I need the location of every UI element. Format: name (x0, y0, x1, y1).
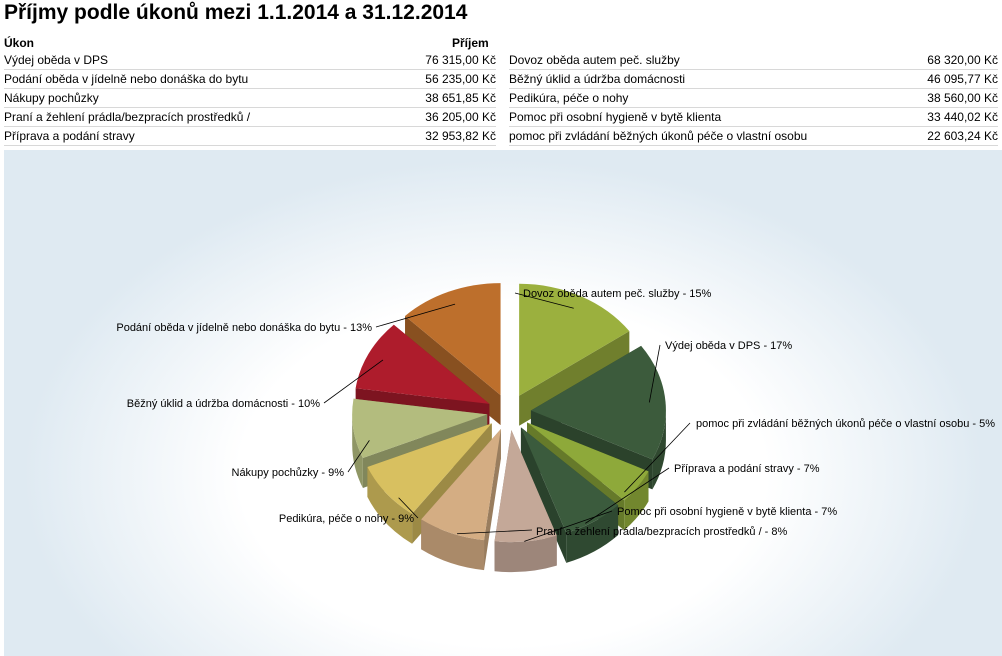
page-title: Příjmy podle úkonů mezi 1.1.2014 a 31.12… (4, 1, 468, 24)
row-value: 22 603,24 Kč (927, 129, 998, 143)
row-value: 38 560,00 Kč (927, 91, 998, 105)
row-label: Pomoc při osobní hygieně v bytě klienta (509, 110, 722, 124)
slice-label: Dovoz oběda autem peč. služby - 15% (523, 288, 712, 300)
slice-label: Nákupy pochůzky - 9% (232, 467, 345, 479)
table-row: Příprava a podání stravy 32 953,82 Kč (4, 127, 496, 146)
row-value: 68 320,00 Kč (927, 53, 998, 67)
row-label: Nákupy pochůzky (4, 91, 99, 105)
pie-slice (421, 428, 501, 571)
table-row: Výdej oběda v DPS 76 315,00 Kč (4, 51, 496, 70)
table-row: Praní a žehlení prádla/bezpracích prostř… (4, 108, 496, 127)
pie-slice (520, 427, 619, 563)
row-value: 38 651,85 Kč (425, 91, 496, 105)
row-label: Běžný úklid a údržba domácnosti (509, 72, 686, 86)
table-row: Pedikúra, péče o nohy 38 560,00 Kč (509, 89, 998, 108)
row-value: 56 235,00 Kč (425, 72, 496, 86)
row-label: Výdej oběda v DPS (4, 53, 109, 67)
row-label: Příprava a podání stravy (4, 129, 135, 143)
chart-area: Dovoz oběda autem peč. služby - 15% Výdej… (4, 150, 1002, 656)
leader-line (585, 467, 670, 524)
leader-line (398, 497, 419, 519)
slice-label: Podání oběda v jídelně nebo donáška do b… (116, 322, 372, 334)
pie-chart: Dovoz oběda autem peč. služby - 15% Výdej… (116, 283, 995, 573)
column-header-ukon: Úkon (4, 36, 34, 50)
pie-slice (494, 430, 557, 573)
column-header-prijem: Příjem (452, 36, 489, 50)
leader-line (456, 529, 533, 535)
row-value: 33 440,02 Kč (927, 110, 998, 124)
row-label: Pedikúra, péče o nohy (509, 91, 629, 105)
slice-label: Pomoc při osobní hygieně v bytě klienta … (617, 506, 837, 518)
row-label: pomoc při zvládání běžných úkonů péče o … (509, 129, 808, 143)
leader-line (323, 359, 384, 404)
row-value: 46 095,77 Kč (927, 72, 998, 86)
table-row: pomoc při zvládání běžných úkonů péče o … (509, 127, 998, 146)
table-row: Podání oběda v jídelně nebo donáška do b… (4, 70, 496, 89)
leader-line (624, 422, 691, 493)
table-row: Běžný úklid a údržba domácnosti 46 095,77… (509, 70, 998, 89)
leader-line (375, 303, 456, 328)
row-value: 36 205,00 Kč (425, 110, 496, 124)
row-value: 76 315,00 Kč (425, 53, 496, 67)
leader-line (514, 292, 574, 309)
leader-line (524, 510, 613, 542)
slice-label: Příprava a podání stravy - 7% (674, 463, 820, 475)
leader-line (347, 440, 370, 473)
slice-label: Pedikúra, péče o nohy - 9% (279, 513, 414, 525)
table-row: Nákupy pochůzky 38 651,85 Kč (4, 89, 496, 108)
slice-label: Výdej oběda v DPS - 17% (665, 340, 792, 352)
table-row: Pomoc při osobní hygieně v bytě klienta 3… (509, 108, 998, 127)
leader-line (648, 344, 661, 403)
row-label: Dovoz oběda autem peč. služby (509, 53, 680, 67)
slice-label: pomoc při zvládání běžných úkonů péče o … (696, 418, 995, 430)
row-label: Podání oběda v jídelně nebo donáška do b… (4, 72, 249, 86)
row-label: Praní a žehlení prádla/bezpracích prostř… (4, 110, 251, 124)
row-value: 32 953,82 Kč (425, 129, 496, 143)
table-row: Dovoz oběda autem peč. služby 68 320,00 K… (509, 51, 998, 70)
slice-label: Praní a žehlení prádla/bezpracích prostř… (536, 526, 788, 538)
slice-label: Běžný úklid a údržba domácnosti - 10% (127, 398, 320, 410)
